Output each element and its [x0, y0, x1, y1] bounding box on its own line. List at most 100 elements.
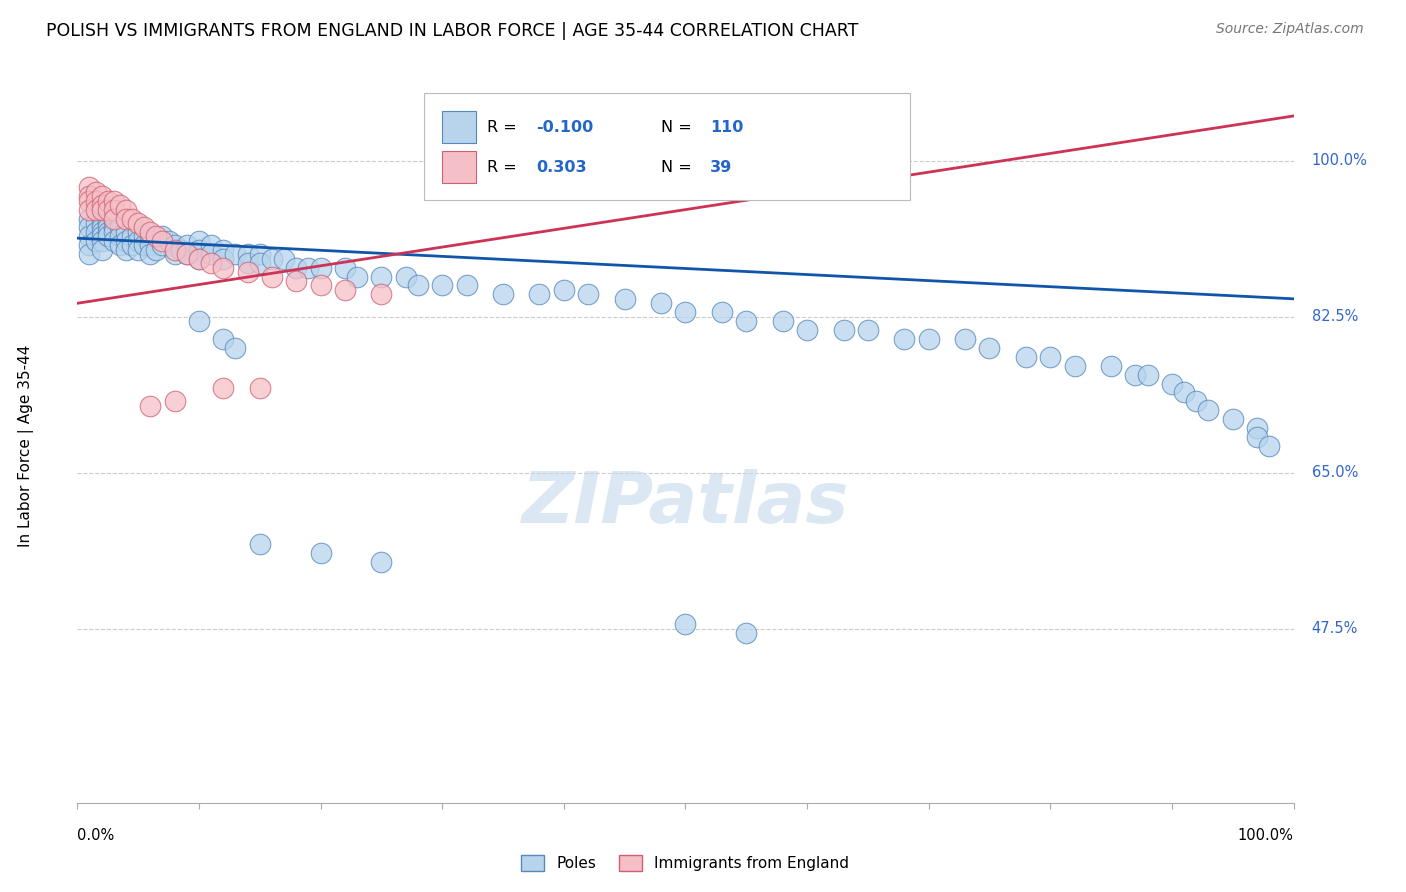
Point: [152, 234, 174, 248]
Text: 0.303: 0.303: [536, 161, 586, 175]
Point: [139, 247, 162, 261]
Point: [1173, 385, 1195, 400]
Point: [121, 238, 143, 252]
Point: [163, 238, 186, 252]
Point: [127, 225, 149, 239]
Point: [735, 314, 758, 328]
Text: 110: 110: [710, 120, 744, 135]
Point: [249, 537, 271, 551]
Point: [127, 216, 149, 230]
Point: [333, 283, 356, 297]
Point: [1125, 368, 1147, 382]
Point: [163, 394, 186, 409]
Point: [79, 194, 101, 208]
Point: [188, 234, 211, 248]
Point: [370, 269, 392, 284]
Point: [430, 278, 453, 293]
Point: [84, 225, 107, 239]
Point: [157, 234, 180, 248]
Point: [406, 278, 429, 293]
Text: ZIPatlas: ZIPatlas: [522, 468, 849, 538]
Point: [84, 194, 107, 208]
Point: [139, 238, 162, 252]
Text: N =: N =: [661, 161, 697, 175]
Text: N =: N =: [661, 120, 697, 135]
Point: [176, 247, 198, 261]
Point: [134, 229, 156, 244]
Point: [103, 211, 125, 226]
Point: [108, 229, 131, 244]
Point: [1246, 421, 1268, 435]
Point: [115, 243, 138, 257]
Text: 47.5%: 47.5%: [1312, 622, 1358, 636]
Point: [1258, 439, 1281, 453]
Point: [979, 341, 1001, 355]
Point: [856, 323, 879, 337]
Point: [249, 256, 271, 270]
Point: [152, 229, 174, 244]
Point: [212, 332, 235, 346]
Point: [90, 225, 112, 239]
Point: [79, 189, 101, 203]
Point: [90, 234, 112, 248]
Point: [84, 216, 107, 230]
Point: [103, 202, 125, 217]
Point: [145, 229, 167, 244]
Text: 0.0%: 0.0%: [77, 828, 114, 843]
Point: [492, 287, 515, 301]
Point: [139, 225, 162, 239]
Point: [675, 617, 697, 632]
Text: 100.0%: 100.0%: [1237, 828, 1294, 843]
Point: [1222, 412, 1244, 426]
Legend: Poles, Immigrants from England: Poles, Immigrants from England: [515, 849, 856, 877]
Point: [127, 234, 149, 248]
Point: [127, 243, 149, 257]
Point: [90, 198, 112, 212]
Point: [103, 234, 125, 248]
Text: R =: R =: [488, 161, 522, 175]
Point: [285, 274, 308, 288]
Point: [309, 546, 332, 560]
Point: [115, 225, 138, 239]
Point: [108, 198, 131, 212]
Point: [103, 211, 125, 226]
Point: [97, 225, 120, 239]
Point: [212, 252, 235, 266]
Point: [163, 243, 186, 257]
Point: [212, 260, 235, 275]
Point: [249, 381, 271, 395]
Point: [735, 626, 758, 640]
Point: [772, 314, 794, 328]
Point: [188, 314, 211, 328]
Point: [90, 202, 112, 217]
Point: [200, 256, 222, 270]
Point: [395, 269, 418, 284]
Text: 39: 39: [710, 161, 733, 175]
Point: [710, 305, 733, 319]
Point: [97, 220, 120, 235]
Point: [1015, 350, 1038, 364]
Point: [260, 252, 283, 266]
Point: [115, 234, 138, 248]
Point: [97, 216, 120, 230]
Point: [1161, 376, 1184, 391]
Point: [953, 332, 976, 346]
Text: POLISH VS IMMIGRANTS FROM ENGLAND IN LABOR FORCE | AGE 35-44 CORRELATION CHART: POLISH VS IMMIGRANTS FROM ENGLAND IN LAB…: [46, 22, 859, 40]
Point: [188, 243, 211, 257]
Point: [84, 202, 107, 217]
Point: [236, 265, 259, 279]
Point: [163, 247, 186, 261]
Point: [134, 238, 156, 252]
Text: R =: R =: [488, 120, 522, 135]
Point: [1246, 430, 1268, 444]
FancyBboxPatch shape: [425, 93, 911, 200]
Point: [285, 260, 308, 275]
Point: [200, 238, 222, 252]
Point: [145, 243, 167, 257]
Point: [224, 247, 246, 261]
Point: [576, 287, 599, 301]
Point: [529, 287, 551, 301]
Point: [79, 180, 101, 194]
Point: [200, 247, 222, 261]
Point: [90, 243, 112, 257]
